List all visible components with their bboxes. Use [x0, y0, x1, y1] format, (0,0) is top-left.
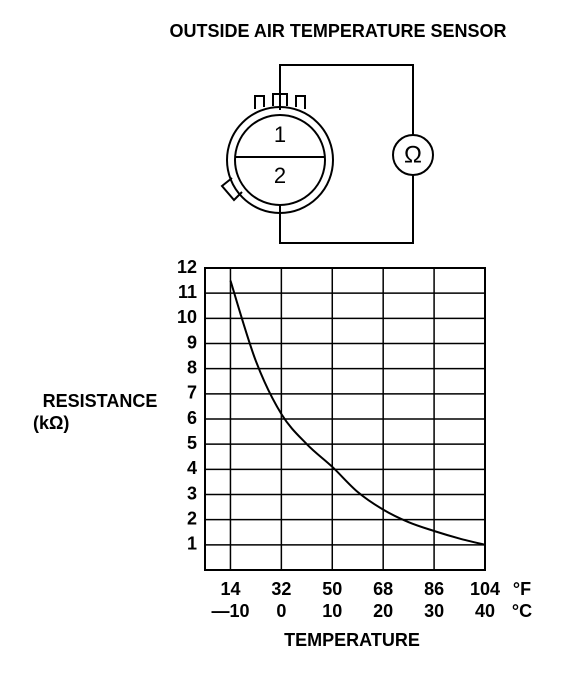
x-axis-title: TEMPERATURE: [284, 630, 420, 650]
x-tick-label: 20: [373, 601, 393, 621]
x-secondary-tick-label: 14: [220, 579, 240, 599]
y-tick-label: 1: [187, 534, 197, 554]
y-tick-label: 11: [178, 282, 197, 302]
y-tick-label: 12: [177, 257, 197, 277]
x-tick-label: 40: [475, 601, 495, 621]
x-secondary-tick-label: 50: [322, 579, 342, 599]
x-secondary-tick-label: 32: [271, 579, 291, 599]
x-secondary-tick-label: 104: [470, 579, 500, 599]
y-axis-unit: (kΩ): [33, 413, 69, 433]
y-tick-label: 9: [187, 332, 197, 352]
x-tick-label: 0: [276, 601, 286, 621]
chart-title: OUTSIDE AIR TEMPERATURE SENSOR: [169, 21, 506, 41]
pin-label: 1: [274, 122, 286, 147]
x-unit: °C: [512, 601, 532, 621]
x-tick-label: 10: [322, 601, 342, 621]
y-tick-label: 4: [187, 458, 197, 478]
x-secondary-tick-label: 68: [373, 579, 393, 599]
meter-symbol: Ω: [404, 141, 422, 168]
sensor-diagram: [220, 64, 434, 244]
y-tick-label: 8: [187, 357, 197, 377]
y-tick-label: 3: [187, 483, 197, 503]
data-line: [229, 280, 486, 546]
x-tick-label: 30: [424, 601, 444, 621]
y-tick-label: 7: [187, 383, 197, 403]
y-tick-label: 2: [187, 508, 197, 528]
pin-label: 2: [274, 163, 286, 188]
y-axis-title: RESISTANCE: [43, 391, 158, 411]
x-tick-label: —10: [211, 601, 249, 621]
y-tick-label: 6: [187, 408, 197, 428]
y-tick-label: 5: [187, 433, 197, 453]
x-unit: °F: [513, 579, 531, 599]
y-tick-label: 10: [177, 307, 197, 327]
x-secondary-tick-label: 86: [424, 579, 444, 599]
